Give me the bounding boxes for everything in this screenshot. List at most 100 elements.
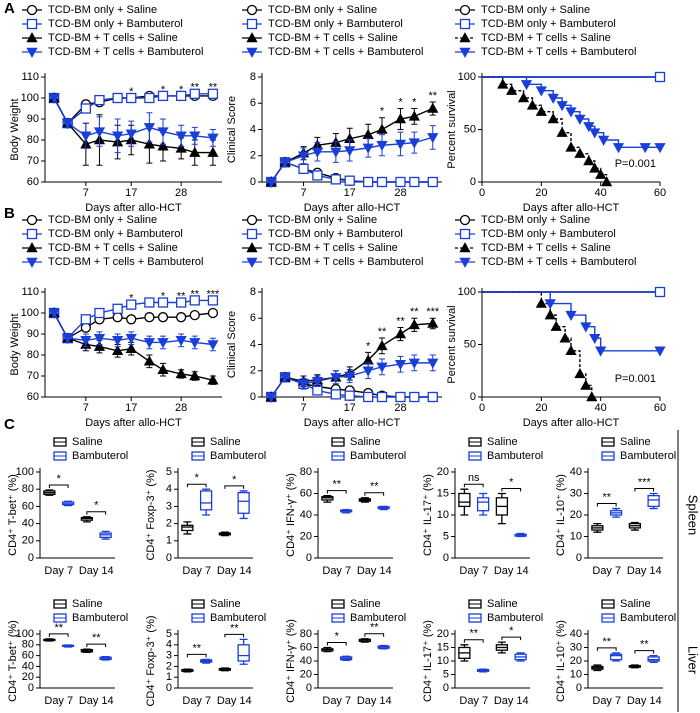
significance: ** <box>410 306 419 318</box>
box <box>237 644 250 662</box>
point <box>94 307 105 319</box>
x-tick-label: 7 <box>300 187 306 199</box>
legend-marker <box>459 242 471 253</box>
legend-label: TCD-BM + T cells + Bambuterol <box>48 256 203 268</box>
bracket <box>364 492 385 496</box>
point <box>80 103 91 114</box>
significance: * <box>232 474 237 486</box>
legend-marker <box>26 242 38 253</box>
significance: * <box>335 630 340 642</box>
point <box>189 338 201 349</box>
x-tick-label: 40 <box>595 187 607 199</box>
y-tick-label: 60 <box>27 176 39 188</box>
y-tick-label: 20 <box>22 671 34 683</box>
point <box>595 168 607 179</box>
point <box>589 333 601 345</box>
legend-label: TCD-BM + T cells + Saline <box>268 32 398 44</box>
point <box>48 308 60 319</box>
legend-label: TCD-BM + T cells + Saline <box>268 242 398 254</box>
point <box>330 147 342 158</box>
point <box>48 93 60 104</box>
significance: * <box>195 472 200 484</box>
legend-label: Saline <box>350 598 381 610</box>
organ-label: Liver <box>686 646 700 675</box>
y-tick-label: 1 <box>166 671 172 683</box>
point <box>265 392 277 403</box>
x-tick-label: 28 <box>394 402 406 414</box>
point <box>427 176 438 188</box>
legend-marker <box>459 32 471 43</box>
legend-marker <box>26 4 38 16</box>
y-tick-label: 60 <box>27 391 39 403</box>
point <box>520 80 533 91</box>
point <box>517 92 530 103</box>
series-line <box>270 136 433 183</box>
panel-label: A <box>4 0 15 17</box>
y-tick-label: 70 <box>27 155 39 167</box>
point <box>362 366 374 377</box>
point <box>550 320 562 331</box>
y-tick-label: 15 <box>437 487 449 499</box>
legend-marker <box>26 214 38 226</box>
point <box>376 362 388 373</box>
significance: *** <box>426 306 440 318</box>
point <box>189 295 200 306</box>
y-tick-label: 0 <box>443 552 449 564</box>
organ-label: Spleen <box>686 495 700 535</box>
point <box>362 143 374 154</box>
bracket <box>48 633 69 637</box>
y-tick-label: 100 <box>458 286 476 298</box>
y-tick-label: 5 <box>443 668 449 680</box>
y-tick-label: 80 <box>27 134 39 146</box>
point <box>565 141 577 152</box>
bracket <box>326 642 347 646</box>
y-tick-label: 40 <box>22 518 34 530</box>
point <box>93 333 106 345</box>
point <box>376 123 388 134</box>
point <box>344 146 356 157</box>
x-tick-label: Day 7 <box>322 565 351 577</box>
point <box>80 314 91 325</box>
legend-marker <box>459 47 471 58</box>
y-tick-label: 60 <box>22 650 34 662</box>
y-axis-label: Clinical Score <box>226 311 238 378</box>
legend-label: TCD-BM + T cells + Saline <box>48 32 178 44</box>
significance: ** <box>428 90 437 102</box>
point <box>157 90 169 102</box>
significance: * <box>161 84 166 96</box>
point <box>157 363 169 374</box>
significance: * <box>161 290 166 302</box>
y-tick-label: 0 <box>576 682 582 694</box>
y-tick-label: 10 <box>437 509 449 521</box>
significance: * <box>380 106 385 118</box>
legend-label: Saline <box>210 598 241 610</box>
box <box>199 490 213 511</box>
x-axis-label: Days after allo-HCT <box>304 417 401 429</box>
y-tick-label: 80 <box>22 483 34 495</box>
bracket <box>224 485 245 489</box>
x-axis-label: Days after allo-HCT <box>523 202 620 214</box>
significance: ** <box>230 622 239 634</box>
bracket <box>501 488 522 492</box>
point <box>279 373 291 384</box>
point <box>175 131 187 142</box>
y-tick-label: 8 <box>250 286 256 298</box>
point <box>395 391 406 403</box>
significance: * <box>179 84 184 96</box>
significance: * <box>398 96 403 108</box>
point <box>595 346 607 357</box>
y-tick-label: 100 <box>458 71 476 83</box>
point <box>80 336 92 347</box>
bracket <box>634 650 655 654</box>
y-tick-label: 10 <box>570 668 582 680</box>
y-axis-label: CD4⁺ Foxp-3⁺ (%) <box>145 469 157 560</box>
point <box>176 312 187 323</box>
point <box>330 373 342 384</box>
point <box>394 359 407 371</box>
significance: * <box>509 476 514 488</box>
point <box>207 307 219 319</box>
bracket <box>186 653 207 658</box>
x-tick-label: 20 <box>535 402 547 414</box>
point <box>189 370 201 381</box>
point <box>125 333 137 345</box>
